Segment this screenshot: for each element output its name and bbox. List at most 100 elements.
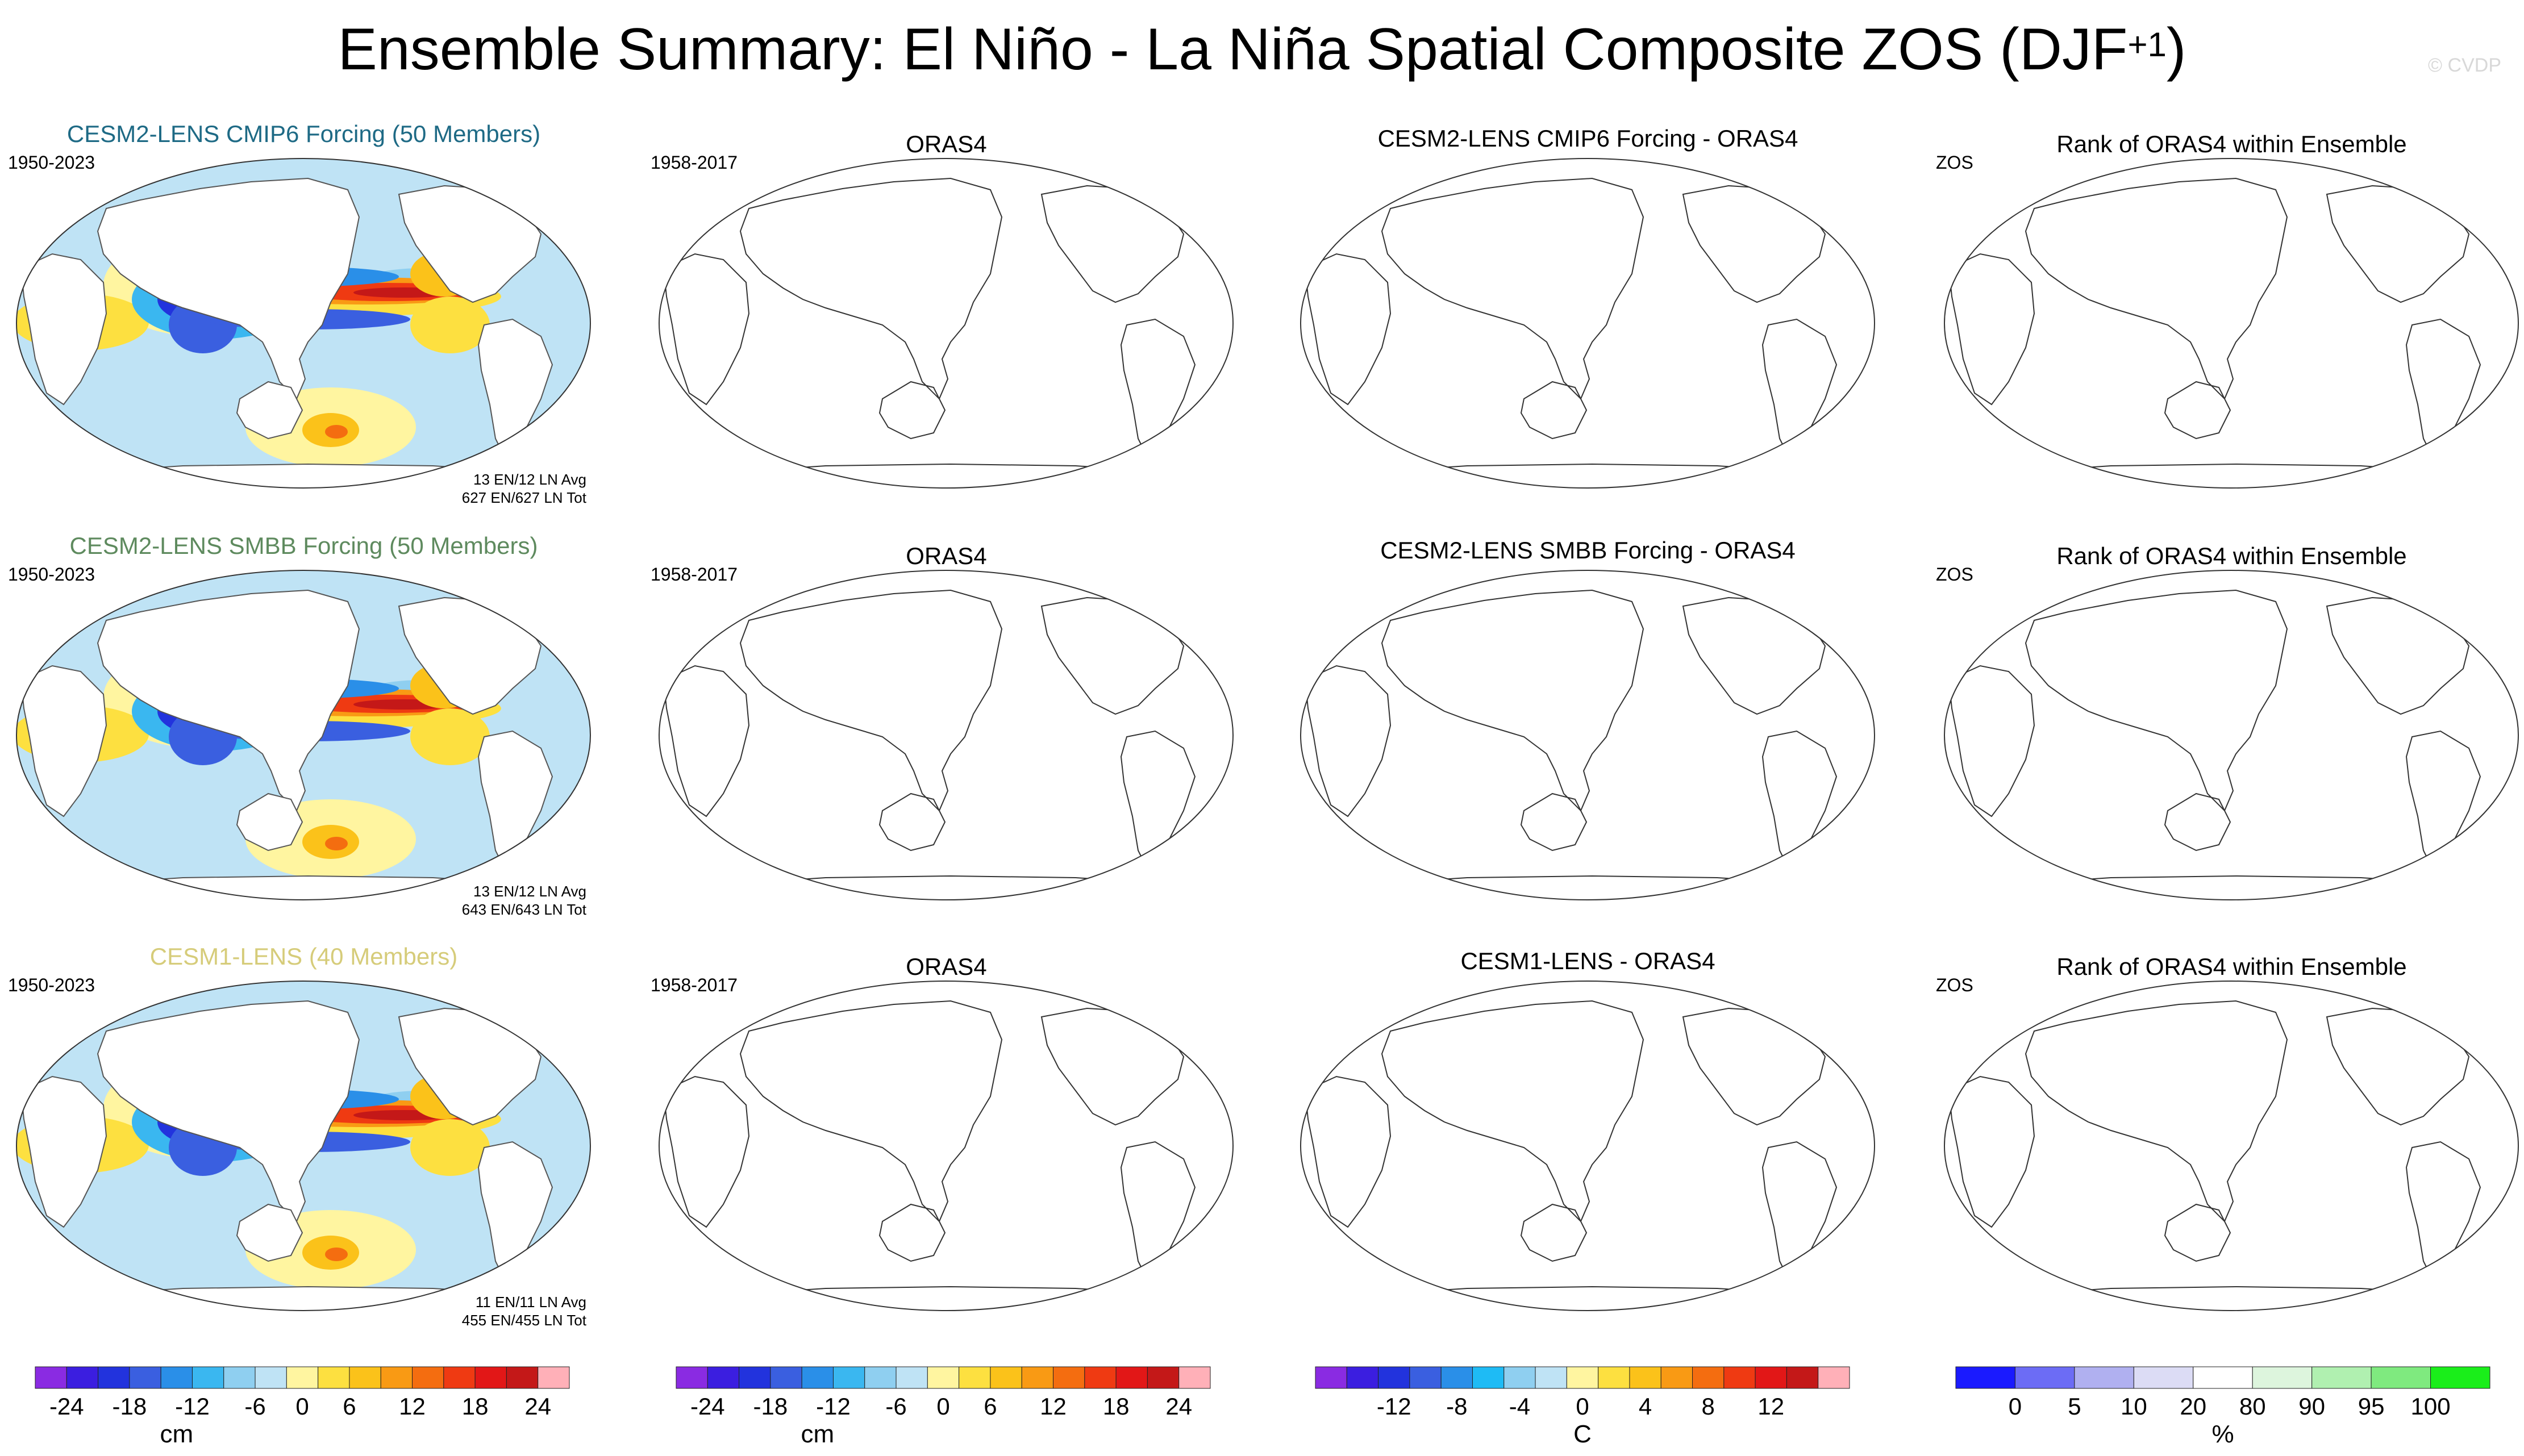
- colorbar-unit-label: cm: [801, 1420, 835, 1448]
- colorbar-swatch: [1660, 1366, 1693, 1389]
- rank-panel-title: Rank of ORAS4 within Ensemble: [2056, 543, 2407, 569]
- colorbar-swatch: [1147, 1366, 1180, 1389]
- colorbar-tick-label: -18: [113, 1393, 147, 1420]
- ensemble-panel-title: CESM1-LENS (40 Members): [149, 943, 458, 970]
- ensemble-mean-map: [13, 566, 595, 906]
- colorbar-swatch: [129, 1366, 161, 1389]
- colorbar-swatch: [380, 1366, 413, 1389]
- colorbar-tick-label: 95: [2358, 1393, 2385, 1420]
- colorbar-swatch: [2014, 1366, 2075, 1389]
- colorbar-swatch: [1178, 1366, 1211, 1389]
- rank-map: [1940, 155, 2523, 494]
- colorbar-tick-label: -12: [175, 1393, 210, 1420]
- difference-panel-title: CESM1-LENS - ORAS4: [1460, 948, 1715, 974]
- colorbar-swatch: [1535, 1366, 1567, 1389]
- colorbar-swatch: [770, 1366, 802, 1389]
- colorbar-tick-label: -24: [690, 1393, 725, 1420]
- colorbar-swatch: [1955, 1366, 2015, 1389]
- colorbar-swatch: [676, 1366, 708, 1389]
- colorbar-swatch: [1755, 1366, 1787, 1389]
- colorbar-unit-label: %: [2211, 1420, 2234, 1448]
- colorbar-tick-label: 0: [295, 1393, 309, 1420]
- colorbar-swatch: [1503, 1366, 1536, 1389]
- event-total-label: 627 EN/627 LN Tot: [461, 489, 586, 506]
- difference-map: [1297, 977, 1879, 1316]
- event-total-label: 455 EN/455 LN Tot: [461, 1312, 586, 1329]
- colorbar-tick-label: 4: [1639, 1393, 1652, 1420]
- colorbar-swatch: [1021, 1366, 1054, 1389]
- difference-map: [1297, 566, 1879, 906]
- observation-map: [655, 155, 1238, 494]
- colorbar-swatch: [1723, 1366, 1756, 1389]
- colorbar-swatch: [959, 1366, 991, 1389]
- ensemble-panel-title: CESM2-LENS SMBB Forcing (50 Members): [69, 532, 538, 559]
- colorbar-swatch: [35, 1366, 67, 1389]
- colorbar-swatch: [1378, 1366, 1410, 1389]
- event-average-label: 11 EN/11 LN Avg: [475, 1294, 586, 1311]
- difference-map: [1297, 155, 1879, 494]
- obs-panel-title: ORAS4: [906, 953, 987, 980]
- colorbar-4: 0 5 10 20 80 90 95 100: [1955, 1366, 2490, 1424]
- colorbar-swatch: [1053, 1366, 1085, 1389]
- colorbar-swatch: [1409, 1366, 1442, 1389]
- colorbar-swatch: [1346, 1366, 1379, 1389]
- colorbar-swatch: [1315, 1366, 1347, 1389]
- colorbar-swatch: [707, 1366, 740, 1389]
- colorbar-swatch: [1786, 1366, 1819, 1389]
- ensemble-event-count: 13 EN/12 LN Avg 643 EN/643 LN Tot: [382, 882, 586, 919]
- colorbar-swatch: [1598, 1366, 1630, 1389]
- colorbar-tick-label: 18: [1103, 1393, 1130, 1420]
- colorbar-swatch: [2371, 1366, 2431, 1389]
- colorbar-swatch: [990, 1366, 1022, 1389]
- colorbar-tick-label: 0: [2009, 1393, 2022, 1420]
- ensemble-mean-map: [13, 155, 595, 494]
- ensemble-event-count: 13 EN/12 LN Avg 627 EN/627 LN Tot: [382, 470, 586, 507]
- colorbar-swatch: [801, 1366, 834, 1389]
- colorbar-swatch: [66, 1366, 99, 1389]
- colorbar-tick-label: 8: [1701, 1393, 1714, 1420]
- rank-variable-label: ZOS: [1936, 975, 1973, 995]
- colorbar-swatch: [538, 1366, 570, 1389]
- colorbar-swatch: [896, 1366, 928, 1389]
- colorbar-swatch: [739, 1366, 771, 1389]
- rank-map: [1940, 566, 2523, 906]
- colorbar-tick-label: 6: [343, 1393, 356, 1420]
- colorbar-tick-label: 24: [524, 1393, 551, 1420]
- colorbar-swatch: [98, 1366, 130, 1389]
- colorbar-swatch: [1692, 1366, 1725, 1389]
- colorbar-tick-label: 12: [1040, 1393, 1067, 1420]
- ensemble-period-label: 1950-2023: [8, 975, 95, 995]
- colorbar-tick-label: 24: [1165, 1393, 1192, 1420]
- rank-panel-title: Rank of ORAS4 within Ensemble: [2056, 131, 2407, 157]
- colorbar-tick-label: -12: [816, 1393, 851, 1420]
- colorbar-tick-label: -18: [753, 1393, 788, 1420]
- observation-map: [655, 977, 1238, 1316]
- colorbar-swatch: [1566, 1366, 1599, 1389]
- event-average-label: 13 EN/12 LN Avg: [473, 883, 586, 900]
- colorbar-tick-label: 12: [399, 1393, 426, 1420]
- figure-title: Ensemble Summary: El Niño - La Niña Spat…: [338, 16, 2186, 82]
- difference-panel-title: CESM2-LENS SMBB Forcing - ORAS4: [1380, 537, 1796, 564]
- colorbar-tick-label: 20: [2180, 1393, 2206, 1420]
- colorbar-tick-label: -12: [1377, 1393, 1411, 1420]
- colorbar-tick-label: 100: [2411, 1393, 2451, 1420]
- colorbar-tick-label: 12: [1757, 1393, 1784, 1420]
- copyright-label: © CVDP: [2428, 55, 2501, 76]
- colorbar-swatch: [1084, 1366, 1117, 1389]
- colorbar-swatch: [2430, 1366, 2490, 1389]
- ensemble-panel-title: CESM2-LENS CMIP6 Forcing (50 Members): [66, 120, 541, 147]
- colorbar-swatch: [2193, 1366, 2253, 1389]
- colorbar-swatch: [349, 1366, 381, 1389]
- colorbar-swatch: [1440, 1366, 1473, 1389]
- colorbar-tick-label: -24: [49, 1393, 84, 1420]
- colorbar-swatch: [864, 1366, 897, 1389]
- colorbar-tick-label: 90: [2298, 1393, 2325, 1420]
- colorbar-swatch: [2133, 1366, 2194, 1389]
- event-average-label: 13 EN/12 LN Avg: [473, 471, 586, 488]
- colorbar-tick-label: 80: [2239, 1393, 2266, 1420]
- colorbar-swatch: [927, 1366, 960, 1389]
- colorbar-2: -24 -18 -12 -6 0 6 12 18 24: [676, 1366, 1211, 1424]
- event-total-label: 643 EN/643 LN Tot: [461, 901, 586, 918]
- ensemble-period-label: 1950-2023: [8, 564, 95, 585]
- colorbar-swatch: [2311, 1366, 2372, 1389]
